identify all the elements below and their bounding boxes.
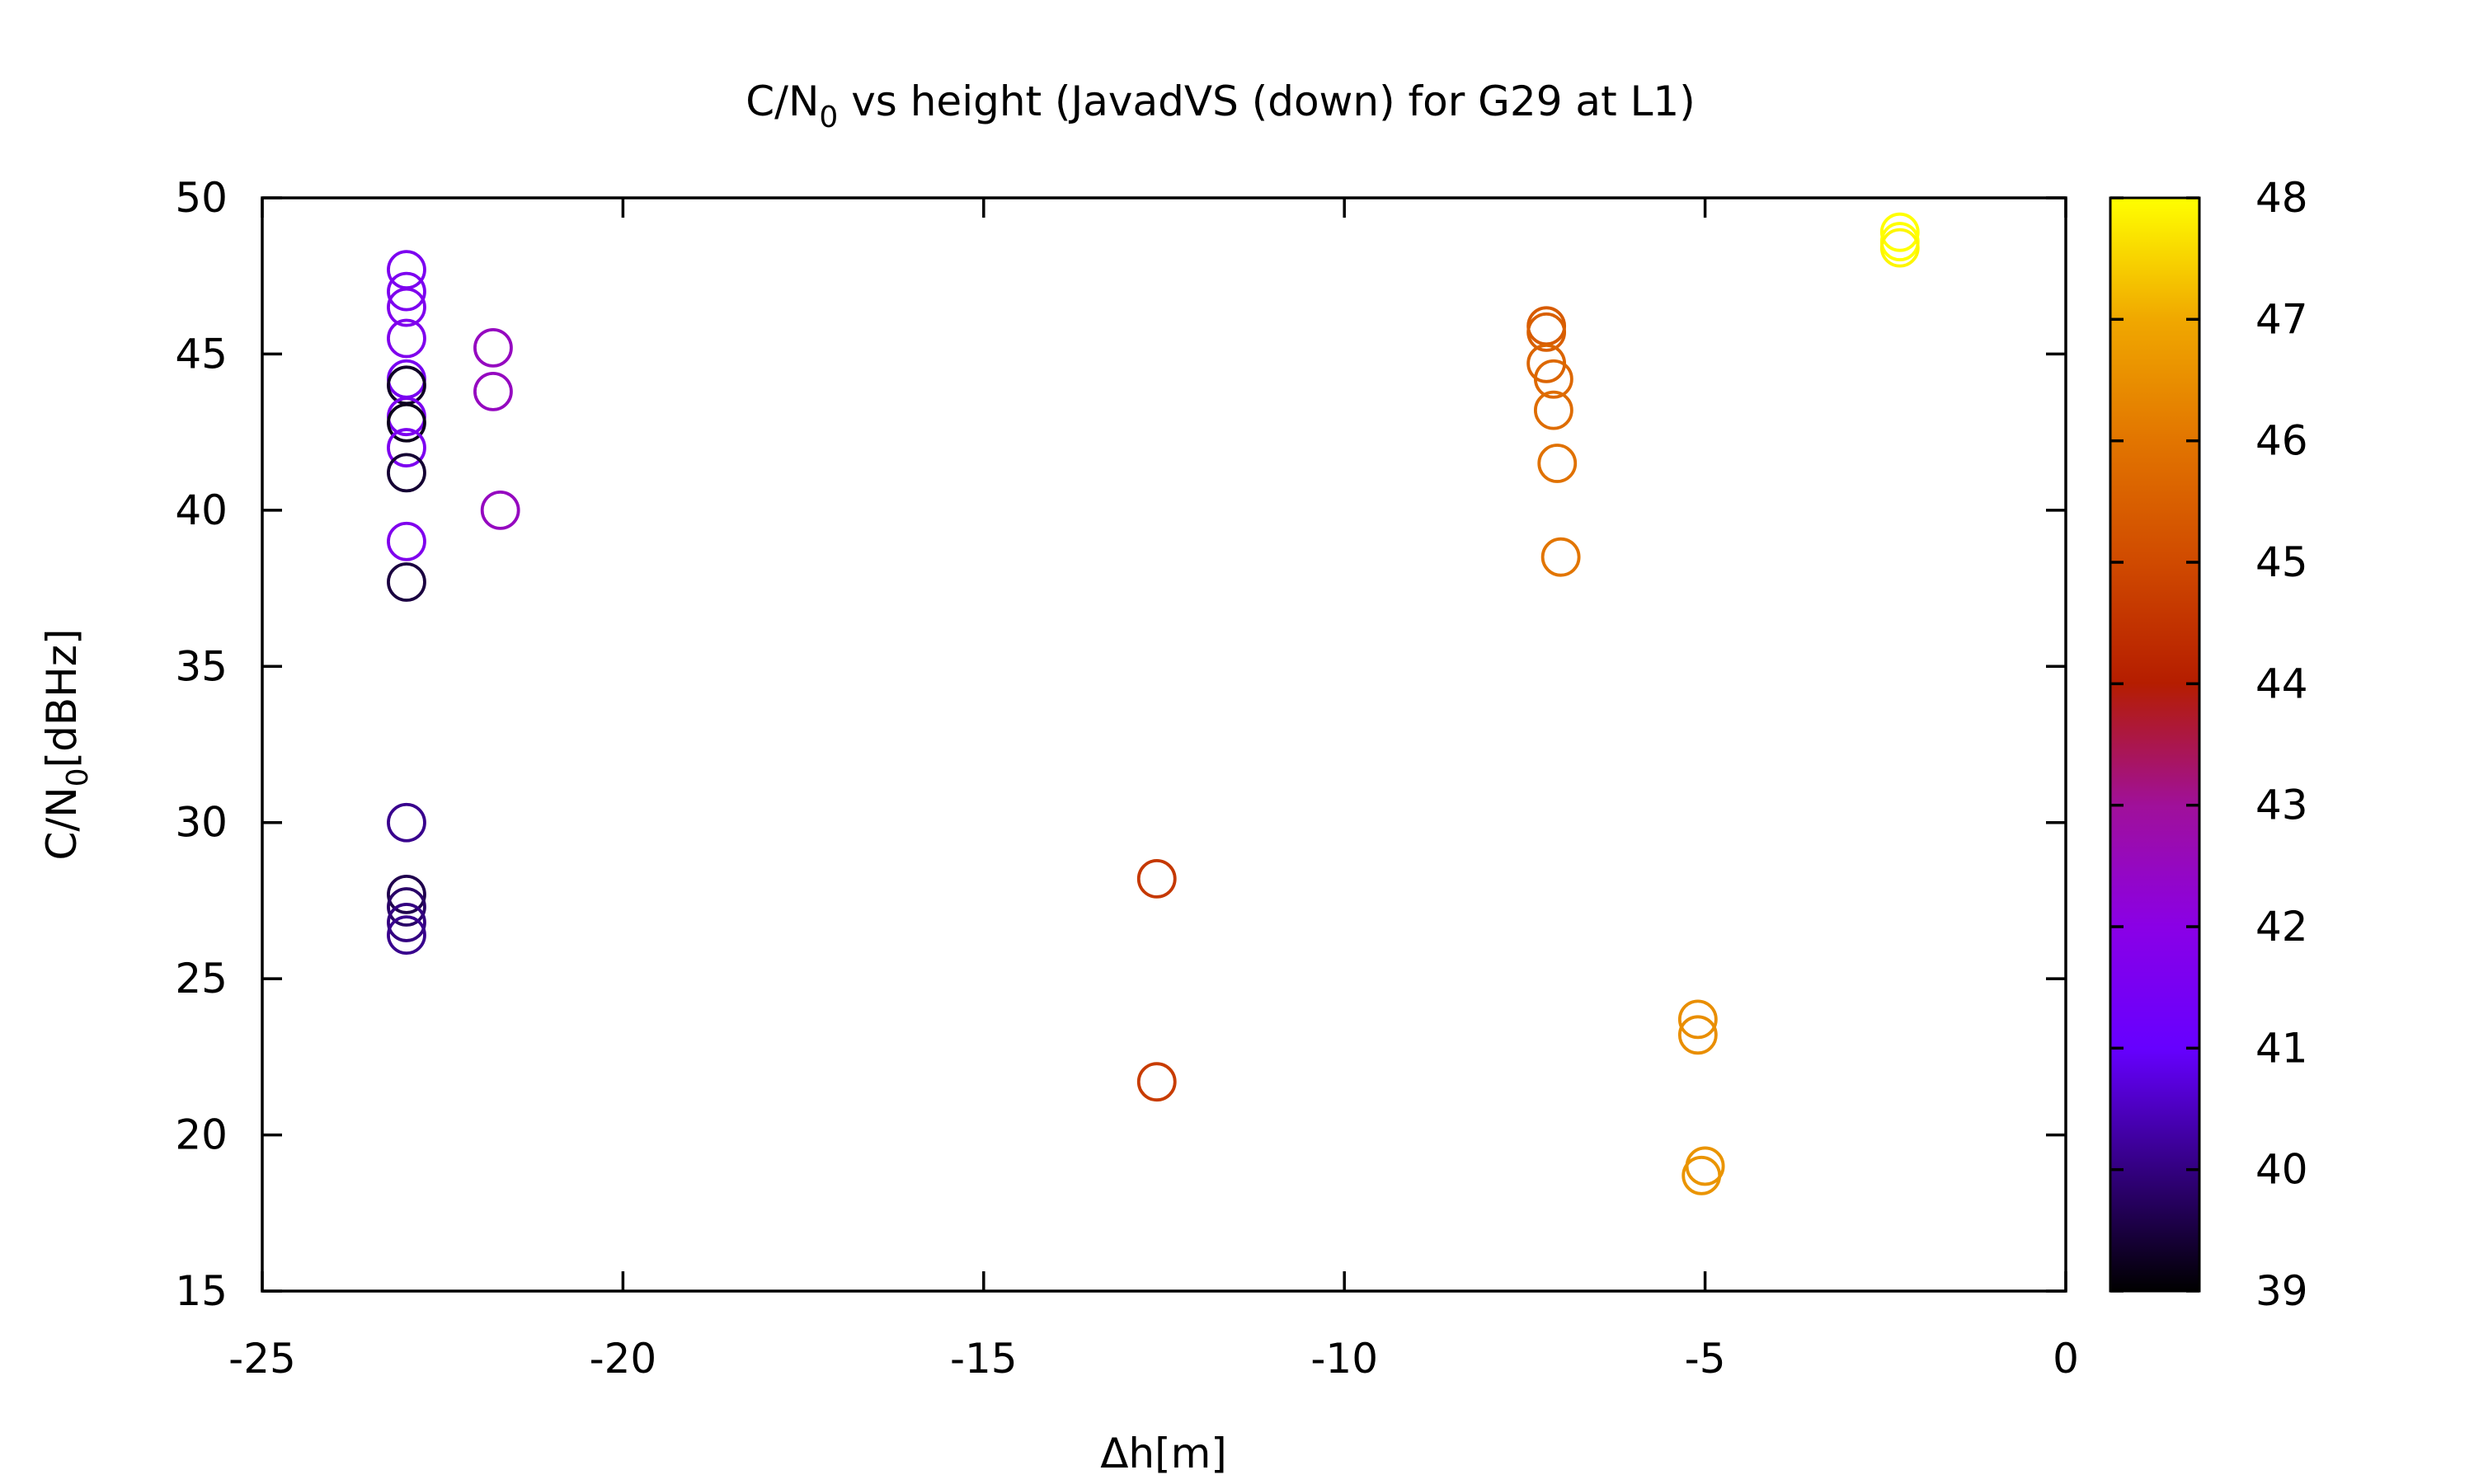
colorbar-tick-label: 44 — [2255, 660, 2308, 707]
colorbar-tick-label: 48 — [2255, 174, 2308, 222]
data-point — [387, 915, 426, 956]
data-point — [1879, 212, 1920, 252]
x-tick-label: -25 — [228, 1335, 296, 1383]
y-tick-label: 45 — [175, 330, 228, 378]
data-point — [480, 490, 520, 530]
y-tick-label: 25 — [175, 955, 228, 1003]
colorbar-tick-label: 45 — [2255, 538, 2308, 586]
x-tick-label: -5 — [1685, 1335, 1726, 1383]
data-point — [387, 453, 426, 493]
data-point — [1879, 228, 1920, 268]
axis-ticks: -25 -20 -15 -10 -5 0 15 20 25 30 35 40 45 50 — [175, 174, 2079, 1383]
data-point — [1136, 859, 1177, 899]
data-point — [387, 521, 426, 561]
data-point — [387, 318, 426, 359]
colorbar-tick-label: 43 — [2255, 782, 2308, 829]
data-point — [387, 887, 426, 927]
colorbar-tick-label: 46 — [2255, 417, 2308, 465]
y-tick-label: 30 — [175, 799, 228, 847]
y-tick-label: 20 — [175, 1111, 228, 1159]
colorbar-tick-label: 42 — [2255, 903, 2308, 951]
data-point — [1537, 444, 1578, 483]
data-point — [473, 327, 513, 368]
data-point — [387, 802, 426, 843]
colorbar-tick-label: 47 — [2255, 295, 2308, 343]
data-point — [1681, 1155, 1722, 1195]
data-point — [387, 271, 426, 312]
y-tick-label: 35 — [175, 642, 228, 690]
data-point — [387, 287, 426, 327]
data-point — [1677, 999, 1718, 1040]
data-points — [387, 212, 1920, 1195]
x-tick-label: -10 — [1310, 1335, 1378, 1383]
chart-title: C/N0 vs height (JavadVS (down) for G29 a… — [745, 77, 1696, 134]
colorbar-tick-label: 39 — [2255, 1267, 2308, 1315]
y-tick-label: 40 — [175, 486, 228, 534]
data-point — [387, 402, 426, 443]
data-point — [387, 428, 426, 467]
data-point — [387, 562, 426, 602]
colorbar-tick-label: 40 — [2255, 1146, 2308, 1194]
colorbar-tick-label: 41 — [2255, 1024, 2308, 1072]
data-point — [387, 874, 426, 914]
x-axis-label: Δh[m] — [1100, 1430, 1227, 1477]
x-tick-label: -20 — [590, 1335, 657, 1383]
data-point — [387, 903, 426, 942]
plot-frame — [261, 196, 2067, 1293]
data-point — [1533, 390, 1573, 430]
colorbar-ticks: 39 40 41 42 43 44 45 46 47 48 — [2110, 174, 2308, 1315]
data-point — [387, 250, 426, 290]
colorbar — [2109, 196, 2201, 1293]
data-point — [1677, 1015, 1718, 1055]
data-point — [473, 371, 513, 411]
y-axis-label: C/N0[dBHz] — [38, 629, 95, 861]
x-tick-label: -15 — [950, 1335, 1018, 1383]
y-tick-label: 15 — [175, 1267, 228, 1315]
data-point — [1136, 1062, 1177, 1102]
x-tick-label: 0 — [2053, 1335, 2079, 1383]
data-point — [1540, 537, 1581, 577]
data-point — [1533, 359, 1573, 399]
data-point — [1526, 312, 1567, 352]
y-tick-label: 50 — [175, 174, 228, 222]
